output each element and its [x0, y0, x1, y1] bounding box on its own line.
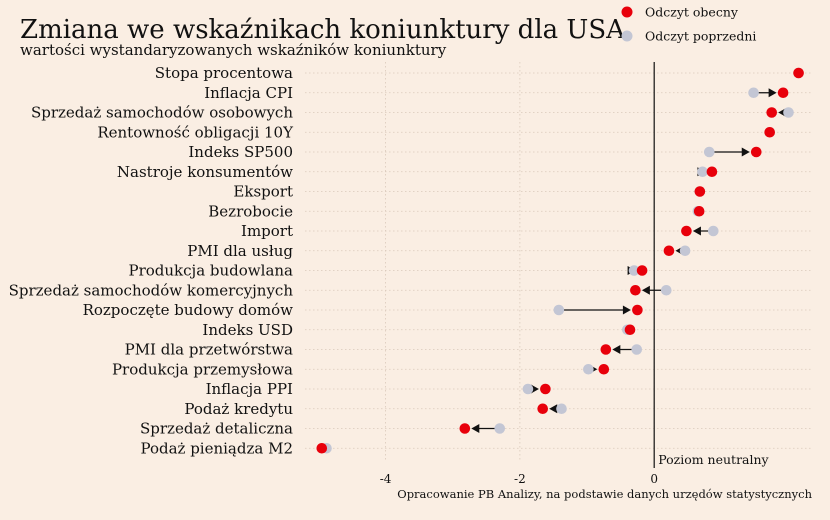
- category-labels: Stopa procentowa Inflacja CPI Sprzedaż sam…: [9, 64, 294, 457]
- category-label: Nastroje konsumentów: [117, 163, 293, 181]
- category-label: PMI dla usług: [187, 242, 293, 260]
- change-arrowhead: [641, 285, 650, 295]
- legend-current-label: Odczyt obecny: [645, 5, 739, 20]
- current-point: [764, 126, 775, 138]
- current-point: [663, 245, 675, 257]
- previous-point: [628, 265, 640, 276]
- previous-point: [553, 304, 565, 316]
- current-point: [706, 166, 718, 178]
- current-point: [777, 87, 789, 99]
- current-point: [598, 363, 610, 375]
- current-point: [316, 442, 328, 454]
- change-arrowhead: [471, 424, 480, 433]
- neutral-label: Poziom neutralny: [658, 452, 769, 467]
- current-point: [636, 265, 648, 276]
- category-label: Sprzedaż samochodów komercyjnych: [9, 281, 294, 299]
- previous-point: [679, 245, 691, 257]
- legend-previous-marker: [621, 30, 633, 42]
- current-point: [750, 146, 762, 158]
- current-point: [540, 383, 551, 395]
- current-point: [624, 324, 636, 336]
- change-arrowhead: [530, 384, 539, 394]
- x-tick-label: -4: [380, 472, 392, 486]
- legend: Odczyt obecny Odczyt poprzedni: [621, 5, 756, 44]
- category-label: Sprzedaż samochodów osobowych: [31, 104, 293, 122]
- x-axis-ticks: -4 -2 0: [380, 472, 658, 486]
- current-point: [632, 304, 643, 316]
- category-label: Inflacja PPI: [206, 380, 293, 398]
- change-arrowhead: [622, 305, 631, 315]
- data-points: [316, 67, 804, 454]
- category-label: Import: [241, 222, 293, 240]
- category-label: Rentowność obligacji 10Y: [97, 123, 294, 141]
- category-label: Produkcja przemysłowa: [112, 360, 293, 378]
- category-label: Bezrobocie: [208, 202, 293, 220]
- chart-subtitle: wartości wystandaryzowanych wskaźników k…: [20, 41, 447, 59]
- category-label: Sprzedaż detaliczna: [140, 420, 293, 438]
- source-note: Opracowanie PB Analizy, na podstawie dan…: [397, 487, 812, 501]
- category-label: Podaż kredytu: [184, 400, 293, 418]
- change-arrowhead: [692, 226, 701, 236]
- previous-point: [631, 344, 643, 355]
- current-point: [459, 423, 471, 434]
- gridlines: [305, 62, 812, 462]
- previous-point: [494, 423, 506, 434]
- previous-point: [783, 107, 794, 118]
- change-arrowhead: [612, 345, 621, 354]
- previous-point: [697, 166, 708, 178]
- previous-point: [707, 225, 719, 237]
- previous-point: [660, 284, 672, 296]
- category-label: Eksport: [233, 183, 293, 201]
- current-point: [694, 186, 706, 197]
- category-label: Inflacja CPI: [204, 84, 293, 102]
- change-connectors: [471, 88, 789, 433]
- previous-point: [703, 146, 715, 158]
- x-tick-label: -2: [514, 472, 526, 486]
- previous-point: [583, 363, 594, 375]
- category-label: Indeks SP500: [188, 143, 293, 161]
- category-label: Produkcja budowlana: [129, 262, 294, 280]
- previous-point: [556, 403, 567, 415]
- chart-title: Zmiana we wskaźnikach koniunktury dla US…: [20, 15, 626, 45]
- category-label: Indeks USD: [202, 321, 293, 339]
- previous-point: [748, 87, 759, 99]
- change-arrowhead: [741, 147, 750, 157]
- current-point: [793, 67, 804, 79]
- current-point: [600, 344, 612, 355]
- current-point: [681, 225, 692, 237]
- previous-point: [522, 383, 534, 395]
- change-arrowhead: [549, 404, 558, 414]
- category-label: Podaż pieniądza M2: [140, 439, 293, 457]
- current-point: [766, 107, 778, 118]
- change-arrowhead: [768, 88, 777, 98]
- x-tick-label: 0: [650, 472, 658, 486]
- current-point: [693, 205, 705, 217]
- legend-previous-label: Odczyt poprzedni: [645, 29, 756, 44]
- category-label: PMI dla przetwórstwa: [125, 341, 293, 359]
- category-label: Stopa procentowa: [155, 64, 293, 82]
- current-point: [630, 284, 641, 296]
- legend-current-marker: [621, 6, 633, 18]
- category-label: Rozpoczęte budowy domów: [83, 301, 294, 319]
- current-point: [537, 403, 549, 415]
